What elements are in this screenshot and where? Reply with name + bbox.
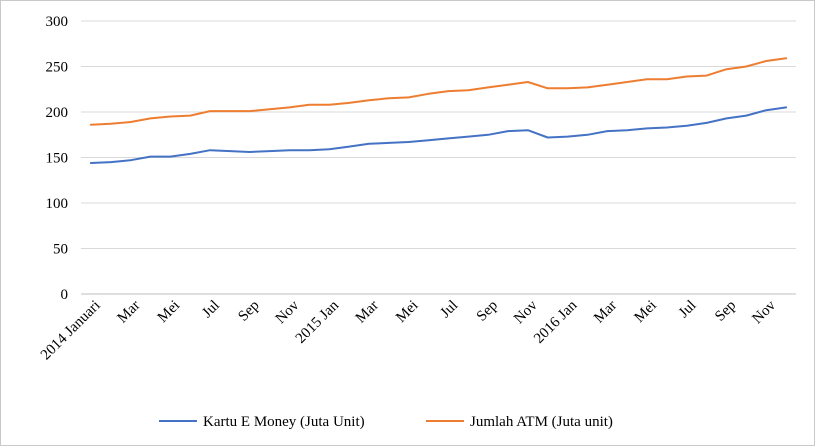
y-tick-label: 100 xyxy=(46,196,69,212)
x-tick-label: Sep xyxy=(235,298,262,325)
series-line-jumlah-atm xyxy=(89,57,788,126)
legend-label-kartu-e-money: Kartu E Money (Juta Unit) xyxy=(203,414,365,430)
gridlines xyxy=(81,20,796,249)
y-tick-label: 250 xyxy=(46,60,69,76)
x-tick-label: Mar xyxy=(353,298,382,327)
y-tick-label: 50 xyxy=(53,242,68,258)
series-line-kartu-e-money xyxy=(89,106,788,164)
y-axis-ticks: 0 50 100 150 200 250 300 xyxy=(46,14,69,303)
y-tick-label: 300 xyxy=(46,14,69,30)
x-tick-label: Mei xyxy=(155,298,183,326)
legend: Kartu E Money (Juta Unit) Jumlah ATM (Ju… xyxy=(159,414,613,430)
x-tick-label: Mei xyxy=(393,298,421,326)
x-tick-label: Jul xyxy=(676,298,700,322)
y-tick-label: 200 xyxy=(46,105,69,121)
x-tick-label: Nov xyxy=(749,297,779,327)
x-tick-label: Jul xyxy=(438,298,462,322)
x-tick-label: 2015 Jan xyxy=(293,297,343,347)
y-tick-label: 0 xyxy=(61,287,69,303)
series-lines xyxy=(89,57,788,164)
x-tick-label: Mar xyxy=(114,298,143,327)
x-tick-label: Nov xyxy=(273,297,303,327)
x-tick-label: 2016 Jan xyxy=(531,297,581,347)
x-tick-label: Sep xyxy=(712,298,739,325)
x-tick-label: Mei xyxy=(631,298,659,326)
x-tick-label: Jul xyxy=(199,298,223,322)
x-tick-label: 2014 Januari xyxy=(38,298,104,364)
x-tick-label: Mar xyxy=(591,298,620,327)
x-tick-label: Nov xyxy=(511,297,541,327)
x-tick-label: Sep xyxy=(474,298,501,325)
y-tick-label: 150 xyxy=(46,151,69,167)
legend-label-jumlah-atm: Jumlah ATM (Juta unit) xyxy=(470,414,613,430)
